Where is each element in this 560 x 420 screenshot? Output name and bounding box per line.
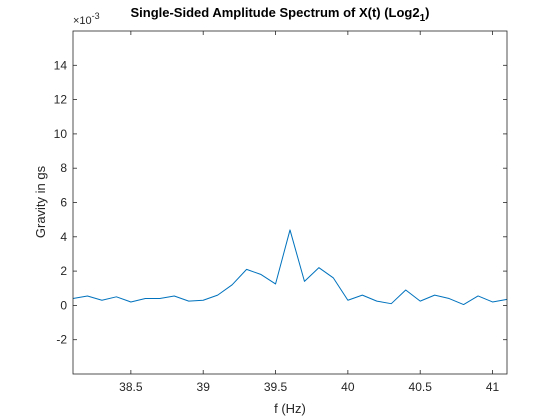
data-series: [72, 229, 508, 306]
y-tick-label: -2: [56, 333, 67, 347]
y-axis-label: Gravity in gs: [33, 165, 48, 238]
y-axis-multiplier: ×10-3: [73, 11, 100, 27]
chart-title-subscript: 1: [420, 13, 426, 24]
x-tick-label: 39.5: [264, 380, 288, 394]
y-tick-label: 8: [60, 161, 67, 175]
plot-area: [73, 31, 507, 374]
plot-frame: [72, 30, 508, 375]
y-tick-label: 0: [60, 298, 67, 312]
y-axis-multiplier-base: ×10: [73, 15, 92, 27]
x-tick-label: 38.5: [119, 380, 143, 394]
y-tick-label: 6: [60, 196, 67, 210]
chart-title-main: Single-Sided Amplitude Spectrum of X(t) …: [130, 5, 419, 20]
x-tick-label: 40: [341, 380, 355, 394]
x-tick-label: 39: [197, 380, 211, 394]
series-line-amplitude: [72, 229, 508, 306]
y-tick-label: 12: [54, 93, 68, 107]
chart-title: Single-Sided Amplitude Spectrum of X(t) …: [130, 5, 429, 24]
y-tick-label: 4: [60, 230, 67, 244]
y-tick-label: 2: [60, 264, 67, 278]
x-tick-label: 41: [486, 380, 500, 394]
chart-title-close: ): [425, 5, 429, 20]
x-axis-label: f (Hz): [274, 401, 306, 416]
axis-ticks: 38.5 39 39.5 40 40.5 41 -2 0 2 4 6 8 10 12 14: [54, 31, 507, 394]
x-tick-label: 40.5: [409, 380, 433, 394]
y-tick-label: 10: [54, 127, 68, 141]
y-tick-label: 14: [54, 58, 68, 72]
y-axis-multiplier-exponent: -3: [92, 11, 100, 21]
